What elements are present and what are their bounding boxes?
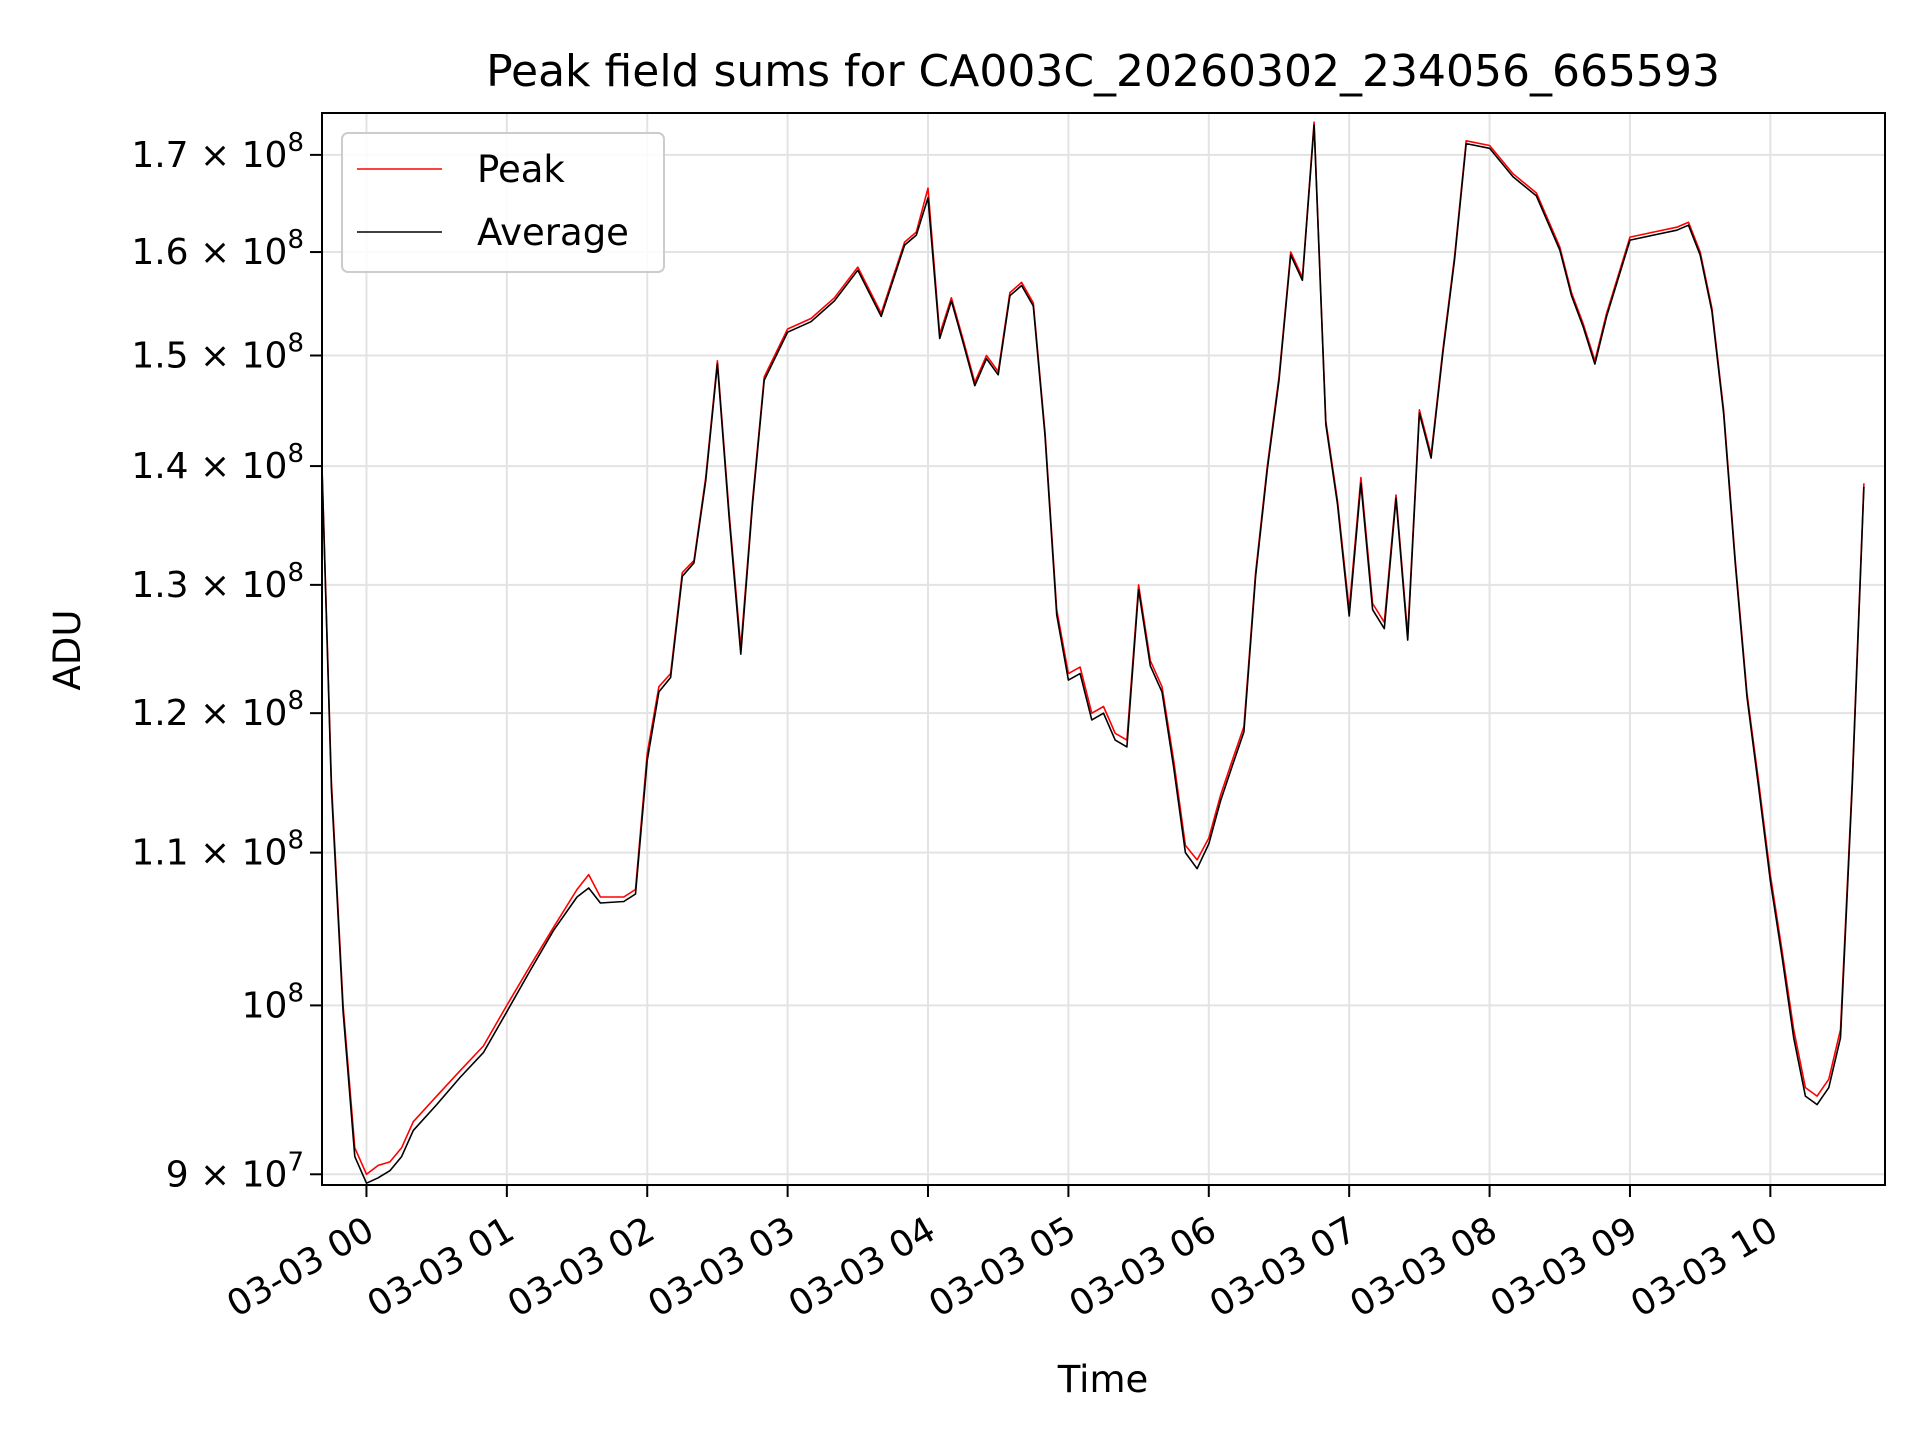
y-tick-mantissa: 1.3 × 10 (131, 565, 287, 606)
plot-background (322, 113, 1885, 1185)
y-tick-label: 1.1 × 108 (131, 826, 304, 874)
y-tick-mantissa: 1.1 × 10 (131, 833, 287, 874)
y-tick-exponent: 8 (287, 978, 304, 1008)
y-tick-exponent: 8 (287, 328, 304, 358)
y-tick-label: 1.2 × 108 (131, 686, 304, 734)
y-tick-exponent: 8 (287, 225, 304, 255)
y-tick-exponent: 8 (287, 686, 304, 716)
y-tick-mantissa: 1.6 × 10 (131, 232, 287, 273)
y-tick-mantissa: 1.5 × 10 (131, 335, 287, 376)
y-tick-exponent: 8 (287, 558, 304, 588)
y-tick-exponent: 8 (287, 128, 304, 158)
y-tick-label: 1.5 × 108 (131, 328, 304, 376)
y-tick-mantissa: 1.2 × 10 (131, 693, 287, 734)
y-tick-label: 1.6 × 108 (131, 225, 304, 273)
y-tick-label: 1.7 × 108 (131, 128, 304, 176)
y-tick-mantissa: 1.7 × 10 (131, 135, 287, 176)
y-tick-label: 1.3 × 108 (131, 558, 304, 606)
series-layer (322, 121, 1865, 1184)
y-tick-mantissa: 10 (242, 985, 288, 1026)
y-tick-mantissa: 9 × 10 (166, 1154, 288, 1195)
y-tick-exponent: 7 (287, 1147, 304, 1177)
chart-title: Peak field sums for CA003C_20260302_2340… (486, 46, 1720, 97)
y-tick-mantissa: 1.4 × 10 (131, 446, 287, 487)
plot-area (321, 112, 1886, 1186)
y-tick-label: 1.4 × 108 (131, 439, 304, 487)
legend: Peak Average (341, 132, 665, 273)
y-tick-exponent: 8 (287, 826, 304, 856)
legend-label-average: Average (477, 211, 629, 254)
y-tick-label: 108 (242, 978, 304, 1026)
y-axis-label: ADU (46, 610, 89, 691)
legend-box (341, 132, 665, 273)
legend-label-peak: Peak (477, 148, 565, 191)
x-axis-label: Time (1057, 1358, 1149, 1401)
plot-frame (321, 112, 1886, 1186)
y-tick-label: 9 × 107 (166, 1147, 304, 1195)
y-tick-exponent: 8 (287, 439, 304, 469)
series-line-average (322, 124, 1865, 1184)
